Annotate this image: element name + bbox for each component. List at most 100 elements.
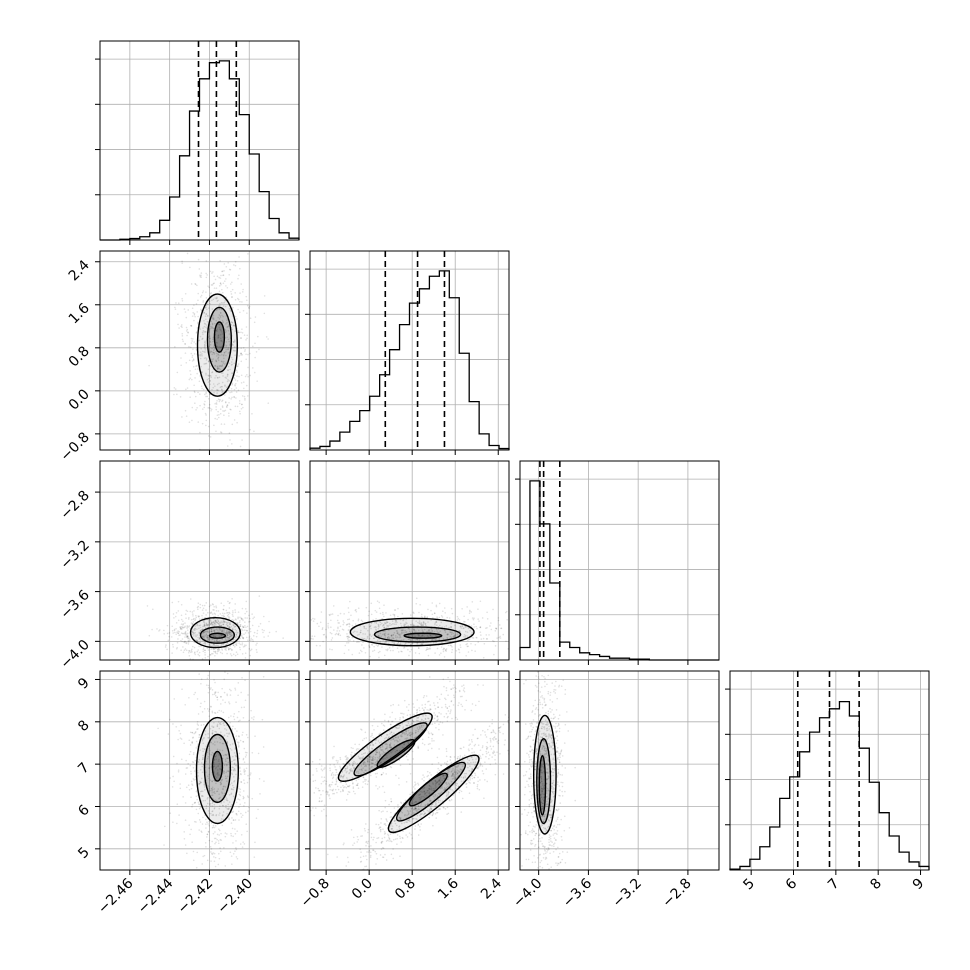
sample-point <box>217 367 219 369</box>
sample-point <box>404 733 406 736</box>
sample-point <box>198 632 201 635</box>
sample-point <box>492 752 494 755</box>
sample-point <box>399 642 402 644</box>
sample-point <box>347 623 349 625</box>
sample-point <box>250 648 253 651</box>
sample-point <box>398 739 401 741</box>
sample-point <box>172 632 174 634</box>
sample-point <box>389 742 392 744</box>
sample-point <box>466 758 469 760</box>
sample-point <box>436 795 439 797</box>
sample-point <box>228 626 230 629</box>
sample-point <box>191 622 194 625</box>
sample-point <box>398 634 401 636</box>
sample-point <box>224 758 227 761</box>
sample-point <box>199 354 202 357</box>
sample-point <box>191 731 194 734</box>
sample-point <box>409 731 412 734</box>
sample-point <box>401 722 404 725</box>
sample-point <box>305 652 307 654</box>
sample-point <box>429 799 432 802</box>
sample-point <box>197 775 200 777</box>
sample-point <box>430 627 433 630</box>
sample-point <box>226 404 229 407</box>
sample-point <box>164 825 166 828</box>
sample-point <box>233 645 236 648</box>
sample-point <box>233 752 236 754</box>
sample-point <box>223 620 226 623</box>
sample-point <box>415 597 418 600</box>
sample-point <box>383 751 385 754</box>
sample-point <box>354 792 356 795</box>
sample-point <box>247 353 249 356</box>
sample-point <box>242 797 245 800</box>
sample-point <box>225 265 228 268</box>
sample-point <box>421 629 424 631</box>
sample-point <box>209 654 212 656</box>
sample-point <box>329 614 331 617</box>
sample-point <box>374 609 377 612</box>
sample-point <box>199 734 201 736</box>
sample-point <box>351 764 354 767</box>
sample-point <box>211 622 213 625</box>
sample-point <box>219 364 222 367</box>
sample-point <box>240 337 242 339</box>
sample-point <box>226 621 228 624</box>
sample-point <box>202 763 205 766</box>
sample-point <box>352 631 355 633</box>
sample-point <box>213 648 216 650</box>
sample-point <box>191 651 193 653</box>
sample-point <box>369 625 372 628</box>
sample-point <box>191 731 193 734</box>
sample-point <box>213 759 216 761</box>
sample-point <box>393 623 396 625</box>
sample-point <box>243 802 246 804</box>
sample-point <box>221 270 223 273</box>
sample-point <box>238 355 241 357</box>
sample-point <box>196 628 198 631</box>
sample-point <box>416 727 419 729</box>
sample-point <box>238 331 241 334</box>
sample-point <box>226 764 228 767</box>
sample-point <box>184 631 187 634</box>
sample-point <box>217 788 219 790</box>
sample-point <box>205 237 207 239</box>
sample-point <box>415 602 418 605</box>
sample-point <box>206 635 209 638</box>
sample-point <box>403 646 406 649</box>
sample-point <box>240 331 242 334</box>
sample-point <box>233 762 236 765</box>
sample-point <box>378 751 381 753</box>
sample-point <box>353 630 356 633</box>
sample-point <box>208 773 211 776</box>
sample-point <box>217 765 220 767</box>
sample-point <box>248 648 251 650</box>
sample-point <box>217 367 219 370</box>
sample-point <box>410 733 413 735</box>
sample-point <box>197 368 199 370</box>
sample-point <box>332 788 335 791</box>
sample-point <box>427 743 430 746</box>
sample-point <box>414 784 416 786</box>
sample-point <box>459 646 462 649</box>
sample-point <box>220 624 223 627</box>
sample-point <box>211 353 214 356</box>
sample-point <box>429 708 432 711</box>
sample-point <box>217 305 220 307</box>
sample-point <box>222 623 225 625</box>
sample-point <box>233 396 236 399</box>
sample-point <box>447 769 449 771</box>
sample-point <box>404 738 406 740</box>
sample-point <box>220 346 222 349</box>
sample-point <box>454 635 457 637</box>
sample-point <box>240 632 243 635</box>
sample-point <box>216 367 219 370</box>
sample-point <box>208 812 211 815</box>
sample-point <box>215 628 217 631</box>
sample-point <box>183 649 186 651</box>
sample-point <box>221 406 224 409</box>
sample-point <box>347 639 350 642</box>
sample-point <box>470 633 473 636</box>
sample-point <box>427 608 429 611</box>
sample-point <box>474 643 477 646</box>
